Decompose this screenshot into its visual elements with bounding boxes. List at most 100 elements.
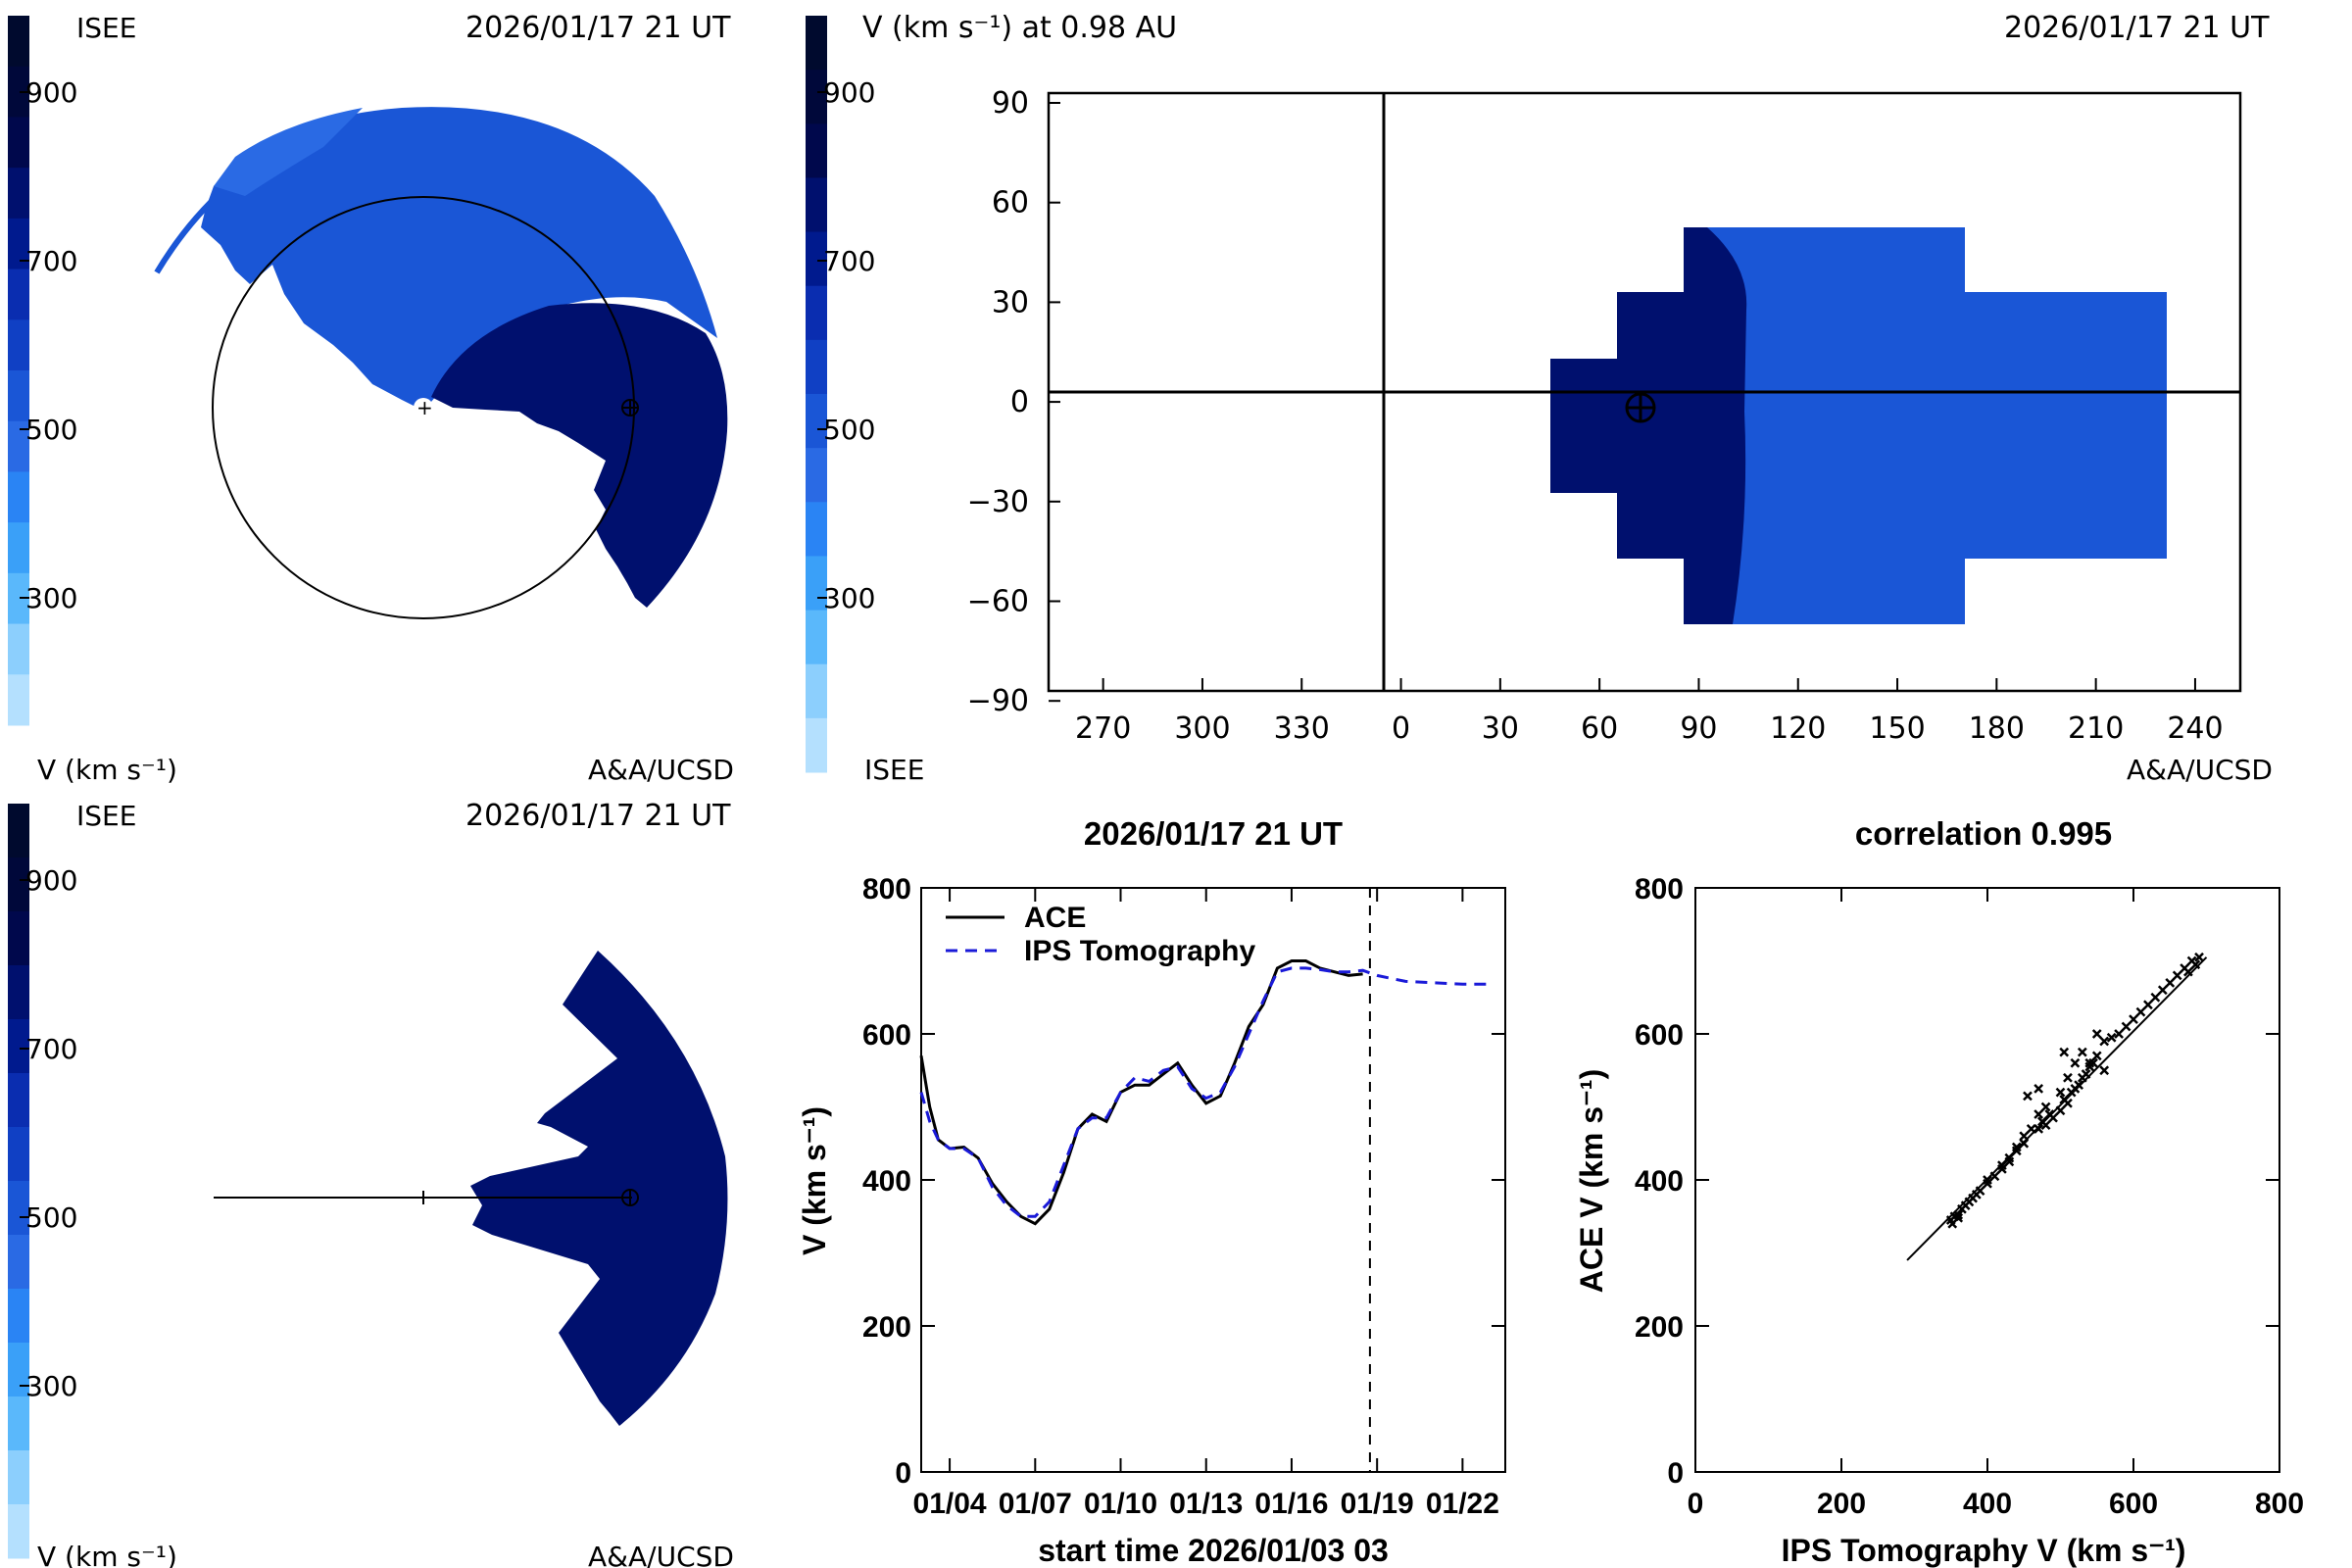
ts-x-tick-label: 01/04 [913,1488,987,1520]
sc-point [1953,1209,1964,1220]
sc-point [2099,1065,2110,1076]
sc-point [2190,959,2201,970]
colorbar-segment [8,911,29,966]
colorbar-segment [8,858,29,912]
map-timestamp: 2026/01/17 21 UT [2004,11,2270,45]
colorbar-segment [8,117,29,169]
ts-x-tick-label: 01/07 [999,1488,1072,1520]
colorbar-segment [806,177,827,233]
sc-x-tick-label: 400 [1963,1488,2012,1520]
sc-point [1971,1190,1982,1200]
sc-point [2004,1156,2015,1167]
map-credit: A&A/UCSD [2127,754,2273,786]
map-y-tick-label: 0 [1010,385,1029,419]
colorbar-segment [8,370,29,422]
panel-scatter: correlation 0.995 0 200 400 600 800 0 200 400 60… [1574,815,2304,1568]
ts-y-tick-label: 0 [895,1457,911,1490]
colorbar-segment [806,285,827,341]
colorbar-segment [8,1343,29,1397]
sc-point [2063,1072,2073,1083]
sc-point [2091,1029,2102,1039]
colorbar-tick-label: 500 [823,414,875,446]
colorbar-segment [8,218,29,270]
ts-ylabel: V (km s⁻¹) [797,1106,832,1255]
ts-series-ace [919,959,1363,1226]
map-velocity-region-dark [1550,227,1747,624]
colorbar-top-left: 900 700 500 300 [8,16,77,726]
map-x-tick-label: 330 [1274,711,1330,746]
units-label: V (km s⁻¹) [37,754,177,786]
ts-x-tick-label: 01/22 [1426,1488,1499,1520]
ts-y-tick-label: 800 [862,873,911,906]
map-x-tick-label: 90 [1680,711,1717,746]
sc-point [2019,1138,2030,1149]
sc-point [2194,952,2204,962]
colorbar-segment [8,168,29,220]
colorbar-tick-label: 700 [25,1033,77,1065]
colorbar-segment [8,319,29,371]
sc-x-tick-label: 800 [2255,1488,2304,1520]
sc-y-tick-label: 400 [1635,1165,1684,1198]
colorbar-tick-label: 300 [25,582,77,614]
colorbar-tick-label: 300 [823,582,875,614]
sc-point [2055,1087,2066,1098]
ts-x-tick-label: 01/16 [1254,1488,1328,1520]
colorbar-segment [806,448,827,503]
sc-point [2150,992,2161,1003]
colorbar-segment [806,231,827,287]
map-x-tick-label: 210 [2068,711,2124,746]
ts-x-tick-label: 01/10 [1084,1488,1157,1520]
colorbar-segment [806,663,827,719]
sc-y-tick-label: 200 [1635,1311,1684,1344]
colorbar-segment [806,70,827,124]
sun-marker-bg [414,398,433,417]
sc-point [2165,977,2176,988]
colorbar-tick-label: 900 [25,864,77,897]
sc-point [2084,1057,2095,1068]
colorbar-segment [8,674,29,726]
sc-y-tick-label: 600 [1635,1019,1684,1052]
panel-time-series: 2026/01/17 21 UT 0 200 400 600 800 01/04 01/07… [797,815,1506,1568]
scatter-plot-area: 0 200 400 600 800 0 200 400 600 800 [1635,873,2304,1520]
sc-x-tick-label: 600 [2109,1488,2158,1520]
cut-velocity-region [470,951,728,1426]
map-x-tick-label: 30 [1482,711,1519,746]
panel-top-left: ISEE 2026/01/17 21 UT V (km s⁻¹) A&A/UCS… [37,11,734,786]
sc-point [2077,1047,2087,1057]
map-label-isee: ISEE [864,754,924,786]
map-x-tick-label: 300 [1174,711,1230,746]
sc-point [2048,1112,2058,1123]
sc-x-tick-label: 0 [1688,1488,1704,1520]
map-x-tick-label: 150 [1869,711,1925,746]
map-x-tick-label: 180 [1969,711,2025,746]
colorbar-tick-label: 900 [25,76,77,109]
sc-point [2055,1105,2066,1116]
scatter-xlabel: IPS Tomography V (km s⁻¹) [1782,1533,2186,1568]
velocity-region-medium [201,107,717,410]
ts-y-tick-label: 600 [862,1019,911,1052]
sun-plus-icon: + [416,396,433,419]
units-label-bottom: V (km s⁻¹) [37,1541,177,1568]
sc-point [2026,1123,2036,1134]
map-y-tick-label: 90 [992,86,1029,121]
colorbar-segment [8,623,29,675]
sc-y-tick-label: 0 [1667,1457,1684,1490]
panel-top-right: V (km s⁻¹) at 0.98 AU 2026/01/17 21 UT I… [862,11,2273,786]
credit-label: A&A/UCSD [588,754,734,786]
ts-x-tick-label: 01/19 [1341,1488,1414,1520]
colorbar-tick-label: 500 [25,1201,77,1234]
map-title: V (km s⁻¹) at 0.98 AU [862,11,1177,45]
colorbar-segment [8,1235,29,1290]
sc-point [2063,1098,2073,1108]
panel-label-bottom-left: ISEE [76,800,136,832]
colorbar-segment [806,717,827,773]
sc-point [1947,1218,1958,1229]
colorbar-segment [806,123,827,178]
sc-fit-line [1906,956,2208,1261]
sc-point [2157,985,2168,996]
colorbar-segment [8,1019,29,1074]
sc-point [2070,1057,2081,1068]
sc-point [2023,1091,2033,1102]
map-ticks: 270 300 330 0 30 60 90 120 150 180 210 2409060300−3… [967,86,2224,746]
